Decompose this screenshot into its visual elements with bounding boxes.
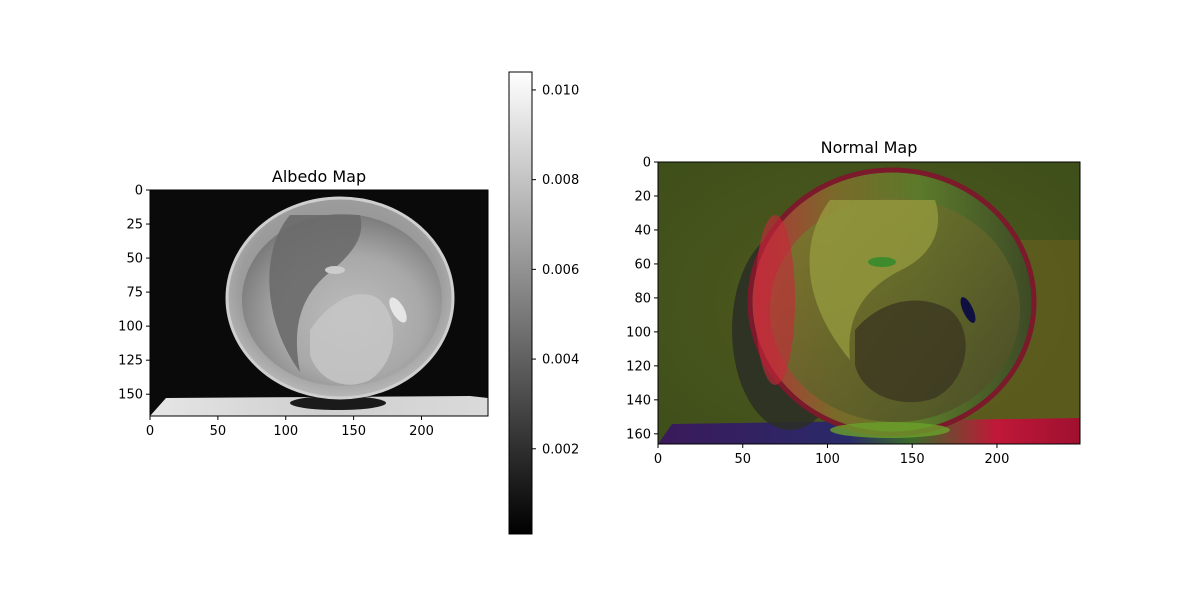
normal-ytick-label: 20 bbox=[634, 189, 651, 204]
albedo-ytick-label: 150 bbox=[118, 388, 143, 403]
normal-ytick-label: 140 bbox=[626, 393, 651, 408]
colorbar-tick-label: 0.004 bbox=[542, 353, 579, 368]
albedo-title: Albedo Map bbox=[272, 167, 366, 186]
albedo-panel: Albedo Map 0 50 100 150 200 0 25 50 75 100 125 150 bbox=[118, 167, 489, 439]
normal-ytick-label: 160 bbox=[626, 427, 651, 442]
albedo-xtick-label: 100 bbox=[273, 424, 298, 439]
normal-ytick-label: 0 bbox=[643, 156, 651, 171]
albedo-ytick-label: 25 bbox=[126, 218, 143, 233]
albedo-xtick-label: 200 bbox=[409, 424, 434, 439]
normal-title: Normal Map bbox=[821, 138, 918, 157]
colorbar-gradient bbox=[508, 71, 533, 535]
normal-ytick-label: 80 bbox=[634, 291, 651, 306]
albedo-ytick-label: 50 bbox=[126, 252, 143, 267]
albedo-image bbox=[150, 190, 488, 416]
normal-xtick-label: 150 bbox=[900, 452, 925, 467]
albedo-xtick-label: 0 bbox=[146, 424, 154, 439]
albedo-xtick-label: 150 bbox=[341, 424, 366, 439]
normal-xtick-label: 100 bbox=[815, 452, 840, 467]
normal-xtick-label: 50 bbox=[734, 452, 751, 467]
albedo-ytick-label: 0 bbox=[135, 184, 143, 199]
normal-axes-frame bbox=[657, 161, 1081, 445]
normal-xtick-label: 200 bbox=[985, 452, 1010, 467]
colorbar-tick-label: 0.010 bbox=[542, 83, 579, 98]
normal-ytick-label: 120 bbox=[626, 359, 651, 374]
colorbar-tick-label: 0.008 bbox=[542, 173, 579, 188]
albedo-ytick-label: 125 bbox=[118, 354, 143, 369]
normal-panel: Normal Map 0 bbox=[626, 138, 1081, 467]
albedo-xtick-label: 50 bbox=[210, 424, 227, 439]
normal-ytick-label: 40 bbox=[634, 223, 651, 238]
normal-xtick-label: 0 bbox=[654, 452, 662, 467]
albedo-axes-frame bbox=[149, 189, 489, 417]
normal-ytick-label: 100 bbox=[626, 325, 651, 340]
normal-ytick-label: 60 bbox=[634, 257, 651, 272]
albedo-ytick-label: 75 bbox=[126, 286, 143, 301]
albedo-ytick-label: 100 bbox=[118, 320, 143, 335]
colorbar-tick-label: 0.006 bbox=[542, 263, 579, 278]
normal-image bbox=[658, 162, 1080, 444]
colorbar: 0.002 0.004 0.006 0.008 0.010 bbox=[508, 71, 579, 535]
colorbar-tick-label: 0.002 bbox=[542, 442, 579, 457]
